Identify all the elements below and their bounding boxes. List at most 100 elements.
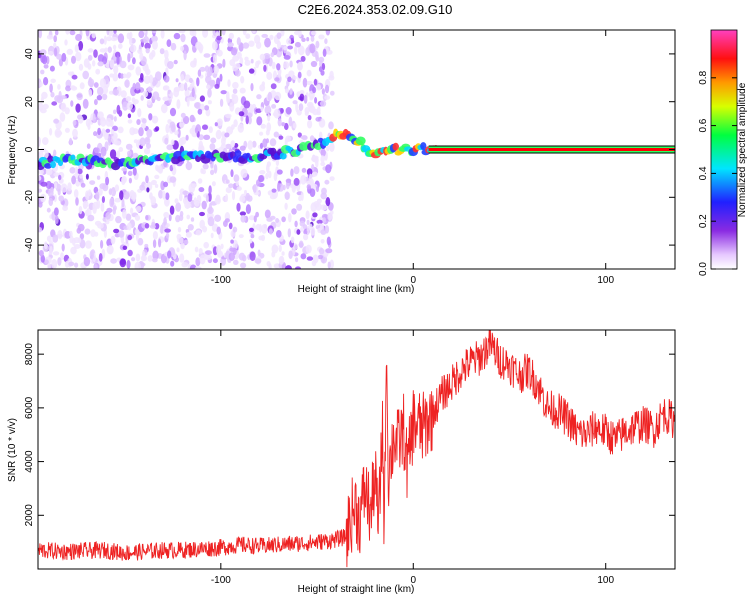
noise-cell [74,262,79,268]
noise-cell [54,207,59,216]
noise-cell [324,38,328,45]
noise-cell [226,91,230,101]
noise-cell [225,113,232,119]
noise-cell [141,250,146,261]
noise-cell [53,194,57,203]
noise-cell [97,111,104,119]
noise-cell [106,245,114,255]
colorbar-label: Normalized spectral amplitude [737,82,748,217]
noise-cell [79,239,86,249]
noise-cell [132,128,139,135]
noise-cell [282,184,286,191]
noise-cell [165,232,170,239]
noise-cell [147,255,153,262]
noise-cell [238,111,245,117]
noise-cell [108,188,113,195]
noise-cell [59,112,66,122]
noise-cell [145,47,150,54]
noise-cell [304,107,310,114]
noise-cell [205,194,209,203]
noise-cell [178,137,184,147]
noise-cell [57,257,62,266]
noise-cell [327,213,333,221]
noise-cell [103,35,107,45]
noise-cell [100,117,107,127]
noise-cell [269,194,277,200]
noise-cell [306,219,310,225]
noise-cell [278,135,284,140]
noise-cell [300,175,307,185]
noise-cell [54,215,59,224]
noise-cell [187,193,193,202]
noise-cell [297,132,302,138]
noise-cell [158,189,164,199]
noise-cell [303,233,309,241]
noise-cell [284,122,289,131]
noise-cell [214,197,221,205]
noise-cell [182,44,189,55]
noise-cell [306,168,313,176]
noise-cell [236,37,241,46]
noise-cell [133,139,138,144]
noise-cell [281,216,286,223]
noise-cell [144,243,149,248]
noise-cell [199,219,205,229]
noise-cell [104,132,109,141]
noise-cell [182,190,189,195]
noise-cell [169,107,177,117]
noise-cell [245,33,251,39]
noise-cell [270,215,276,220]
noise-cell [83,257,91,267]
noise-cell [165,192,170,200]
colorbar-tick-label: 0.8 [698,70,709,84]
noise-cell [76,168,83,175]
noise-cell [114,197,121,203]
noise-cell [225,143,232,150]
snr-axis-ticks: -100 0 100 2000 4000 6000 8000 [24,330,675,586]
noise-cell [205,75,212,84]
noise-cell [90,229,96,238]
y-tick-label: 0 [24,146,35,152]
noise-cell [315,40,320,49]
noise-cell [125,213,132,221]
noise-cell [163,211,170,219]
noise-cell [75,197,79,206]
noise-cell [199,66,206,72]
trace-blob [50,161,56,169]
noise-cell [220,90,227,95]
noise-cell [203,53,211,58]
noise-cell [173,87,180,98]
noise-cell [202,30,209,38]
noise-cell [260,106,264,112]
colorbar-tick-label: 0.0 [698,262,709,276]
y-tick-label: 40 [24,48,35,60]
noise-cell [173,32,181,40]
noise-cell [292,122,297,129]
noise-cell [148,113,153,121]
noise-cell [273,108,281,119]
noise-cell [52,234,59,243]
noise-cell [154,184,159,188]
noise-cell [316,198,322,204]
trace-blob [44,163,52,169]
noise-cell [162,85,168,91]
noise-cell [62,205,68,211]
noise-cell [151,179,157,186]
noise-cell [204,105,210,111]
noise-cell [248,40,255,47]
noise-cell [130,86,137,97]
x-tick-label: 100 [597,275,614,286]
noise-cell [239,211,246,216]
noise-cell [99,183,107,190]
noise-cell [231,124,235,130]
noise-cell [70,100,74,107]
noise-cell [143,90,149,98]
noise-cell [122,101,129,111]
noise-cell [214,214,222,222]
noise-cell [252,30,256,34]
noise-cell [69,137,73,146]
noise-cell [127,170,133,177]
noise-cell [146,187,150,193]
noise-cell [149,192,153,200]
noise-cell [310,60,318,68]
